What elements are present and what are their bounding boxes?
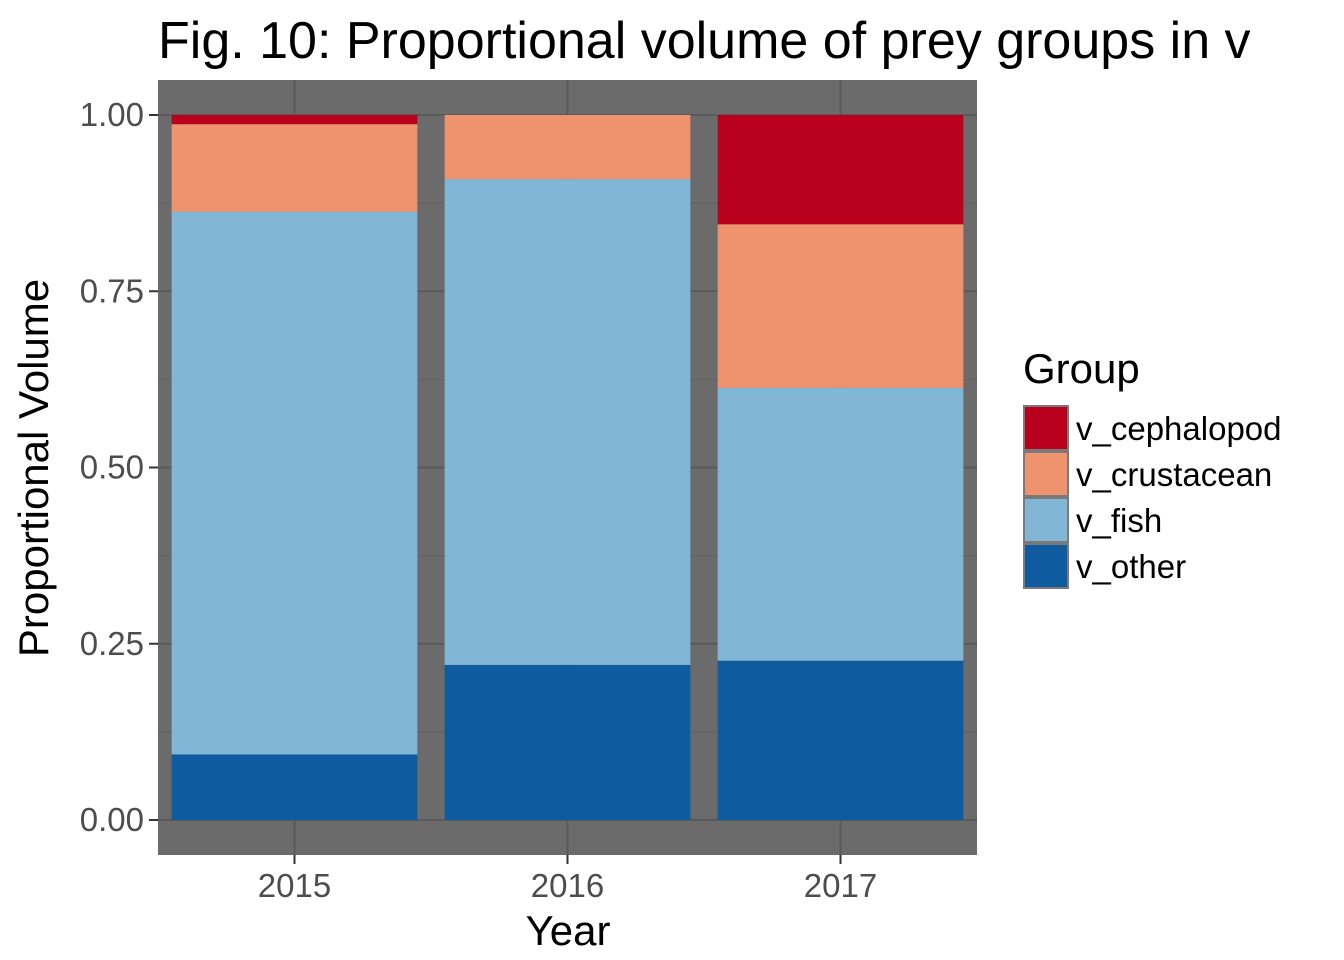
y-tick-label: 0.25: [80, 625, 144, 662]
chart-title: Fig. 10: Proportional volume of prey gro…: [158, 12, 1251, 70]
bar-segment-v-crustacean-2017: [717, 224, 964, 388]
bar-segment-v-other-2015: [171, 754, 418, 820]
y-tick-label: 1.00: [80, 96, 144, 133]
bar-segment-v-cephalopod-2017: [717, 115, 964, 225]
legend-label-v-fish: v_fish: [1076, 502, 1162, 539]
bar-segment-v-crustacean-2016: [444, 115, 691, 180]
y-tick-label: 0.50: [80, 449, 144, 486]
bar-segment-v-crustacean-2015: [171, 124, 418, 212]
x-axis: 2015 2016 2017: [258, 855, 877, 904]
bar-segment-v-fish-2016: [444, 179, 691, 665]
legend-label-v-cephalopod: v_cephalopod: [1076, 410, 1282, 447]
x-axis-title: Year: [526, 907, 611, 954]
y-axis: 0.00 0.25 0.50 0.75 1.00: [80, 96, 158, 838]
bar-segment-v-other-2016: [444, 664, 691, 820]
legend-key-v-crustacean: [1023, 451, 1069, 497]
legend-label-v-other: v_other: [1076, 548, 1186, 585]
y-tick-label: 0.75: [80, 272, 144, 309]
y-axis-title: Proportional Volume: [10, 279, 57, 657]
bar-segment-v-fish-2017: [717, 387, 964, 661]
bar-segment-v-fish-2015: [171, 211, 418, 755]
bar-segment-v-cephalopod-2015: [171, 115, 418, 125]
bar-segment-v-other-2017: [717, 660, 964, 820]
y-tick-label: 0.00: [80, 801, 144, 838]
legend-key-v-other: [1023, 543, 1069, 589]
legend-key-v-cephalopod: [1023, 405, 1069, 451]
x-tick-label: 2016: [531, 867, 604, 904]
bars: [171, 115, 964, 820]
legend: Group v_cephalopod v_crustacean v_fish v_ot…: [1023, 345, 1282, 589]
x-tick-label: 2015: [258, 867, 331, 904]
x-tick-label: 2017: [804, 867, 877, 904]
legend-title: Group: [1023, 345, 1140, 392]
legend-label-v-crustacean: v_crustacean: [1076, 456, 1272, 493]
legend-key-v-fish: [1023, 497, 1069, 543]
